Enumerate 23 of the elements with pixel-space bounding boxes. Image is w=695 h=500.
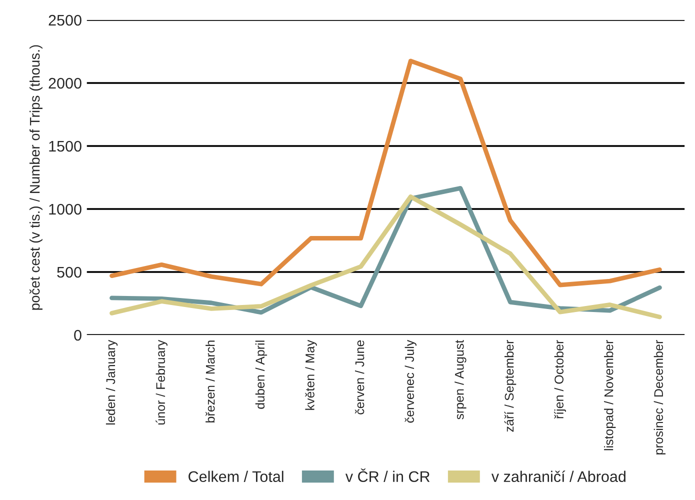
y-tick-label: 2500 bbox=[48, 14, 82, 26]
x-tick-label: září / September bbox=[504, 340, 516, 432]
legend-label: Celkem / Total bbox=[188, 470, 284, 482]
y-tick-label: 1500 bbox=[49, 140, 82, 152]
x-tick-label: prosinec / December bbox=[654, 340, 666, 454]
x-tick-label: březen / March bbox=[206, 340, 215, 422]
x-tick-label: červen / June bbox=[354, 340, 364, 414]
x-tick-label: duben / April bbox=[255, 340, 268, 409]
y-tick-label: 500 bbox=[57, 266, 82, 278]
y-axis-title: počet cest (v tis.) / Number of Trips (thous.) bbox=[29, 45, 42, 310]
y-tick-label: 1000 bbox=[49, 204, 82, 215]
y-tick-label: 2000 bbox=[48, 78, 82, 89]
x-tick-label: červenec / July bbox=[404, 340, 416, 423]
x-tick-label: únor / February bbox=[156, 340, 168, 424]
legend-label: v ČR / in CR bbox=[345, 468, 430, 482]
y-tick-label: 0 bbox=[74, 330, 82, 341]
line-series bbox=[110, 58, 662, 288]
x-tick-label: srpen / August bbox=[454, 340, 466, 420]
x-tick-label: květen / May bbox=[305, 340, 317, 410]
x-tick-label: leden / January bbox=[106, 340, 118, 424]
x-tick-label: listopad / November bbox=[604, 340, 616, 450]
x-tick-label: říjen / October bbox=[554, 340, 566, 419]
legend-label: v zahraničí / Abroad bbox=[491, 470, 626, 482]
